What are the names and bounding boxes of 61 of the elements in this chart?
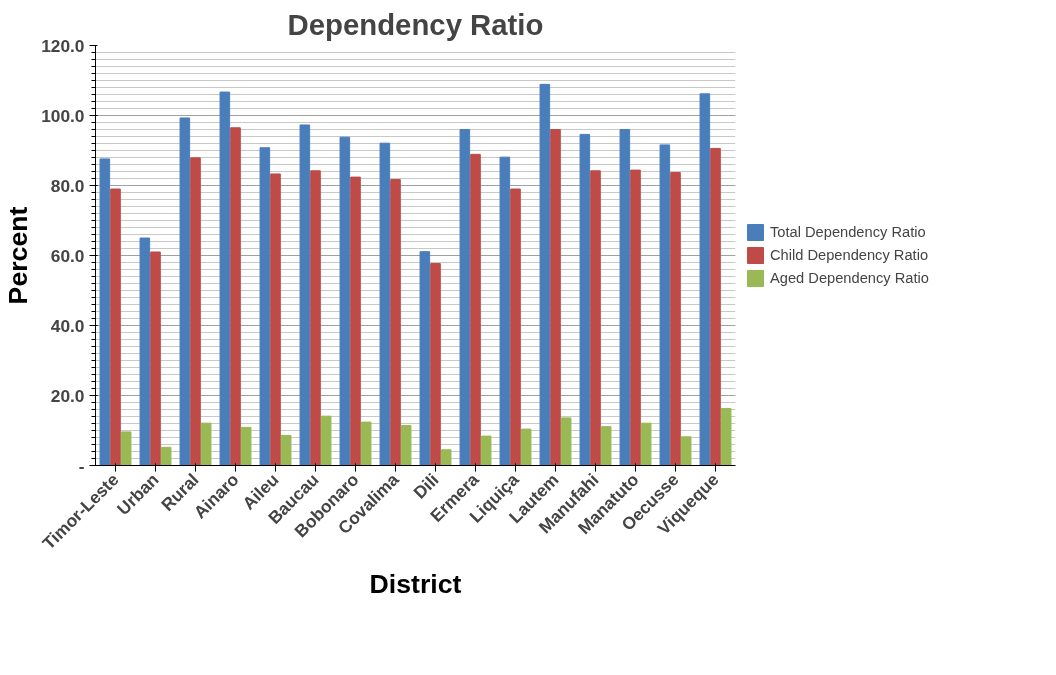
bar xyxy=(520,428,532,466)
bar xyxy=(619,129,631,466)
bar xyxy=(299,124,311,466)
bar xyxy=(440,449,452,466)
bar xyxy=(110,188,121,466)
bar xyxy=(339,136,351,466)
bar xyxy=(419,251,431,466)
bar xyxy=(259,147,271,466)
y-tick-label: 20.0 xyxy=(50,385,85,406)
bar xyxy=(430,263,441,466)
bar xyxy=(240,426,252,466)
bar xyxy=(550,129,561,466)
bar xyxy=(499,156,511,466)
bar xyxy=(190,157,201,466)
bar xyxy=(320,415,332,466)
y-tick-label: 40.0 xyxy=(50,315,85,336)
bar xyxy=(659,144,671,466)
bar xyxy=(600,426,612,466)
y-tick-label: 100.0 xyxy=(41,105,85,126)
y-tick-label: 80.0 xyxy=(50,175,85,196)
bar xyxy=(459,129,471,466)
bar xyxy=(400,425,412,466)
bar xyxy=(160,446,172,466)
chart-title: Dependency Ratio xyxy=(287,7,544,41)
bar xyxy=(270,173,281,466)
bar xyxy=(699,93,711,466)
bar xyxy=(670,172,681,466)
bar xyxy=(720,407,732,466)
bar xyxy=(179,117,191,466)
bar xyxy=(350,176,361,466)
legend-label: Aged Dependency Ratio xyxy=(770,270,929,286)
bar xyxy=(630,169,641,466)
bar xyxy=(360,421,372,466)
y-axis-title: Percent xyxy=(3,206,34,305)
bar xyxy=(590,170,601,466)
bar xyxy=(150,251,161,466)
bar xyxy=(310,170,321,466)
bar xyxy=(579,133,591,466)
bar xyxy=(470,153,481,466)
bar xyxy=(539,83,551,466)
legend-label: Total Dependency Ratio xyxy=(770,224,926,240)
bar xyxy=(99,158,111,466)
bar xyxy=(120,431,132,466)
bar xyxy=(390,179,401,466)
x-axis-title: District xyxy=(369,568,462,599)
bar xyxy=(139,237,151,466)
y-tick-label: - xyxy=(78,455,85,476)
bar xyxy=(510,188,521,466)
bar xyxy=(379,142,391,466)
y-tick-label: 60.0 xyxy=(50,245,85,266)
bar xyxy=(680,436,692,466)
bar xyxy=(219,91,231,466)
bar xyxy=(200,422,212,466)
y-tick-label: 120.0 xyxy=(41,35,85,56)
bar xyxy=(560,417,572,466)
bar xyxy=(230,127,241,466)
bar xyxy=(280,434,292,466)
bar xyxy=(640,422,652,466)
bar xyxy=(710,147,721,466)
bar xyxy=(480,435,492,466)
legend-label: Child Dependency Ratio xyxy=(770,247,929,263)
